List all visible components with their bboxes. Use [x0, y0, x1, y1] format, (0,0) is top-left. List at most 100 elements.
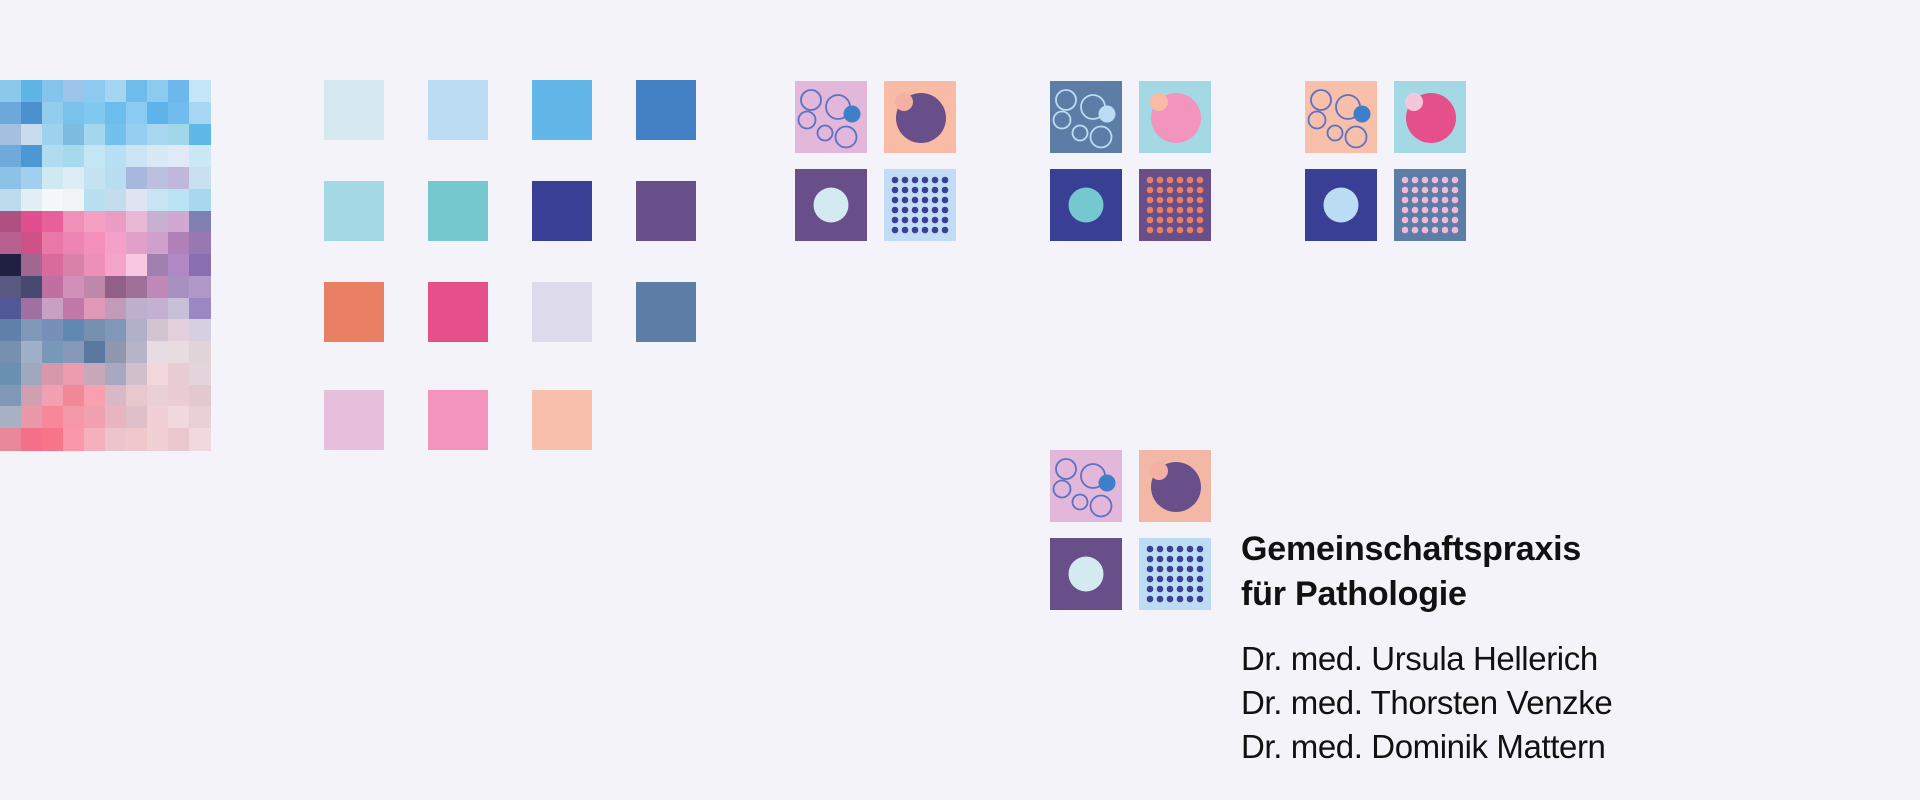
cell-orb-icon — [1394, 81, 1466, 153]
color-swatch — [324, 80, 384, 140]
mosaic-cell — [105, 275, 127, 299]
mosaic-cell — [168, 362, 190, 386]
mosaic-cell — [105, 362, 127, 386]
mosaic-cell — [147, 123, 169, 147]
practice-name-line1: Gemeinschaftspraxis — [1241, 530, 1582, 568]
mosaic-cell — [84, 210, 106, 234]
mosaic-image — [0, 80, 211, 452]
mosaic-cell — [147, 232, 169, 256]
mosaic-cell — [84, 254, 106, 278]
mosaic-cell — [168, 254, 190, 278]
cell-nucleus-icon — [1050, 169, 1122, 241]
mosaic-cell — [21, 428, 43, 452]
color-swatch — [428, 390, 488, 450]
color-swatch — [324, 181, 384, 241]
mosaic-cell — [0, 145, 22, 169]
mosaic-cell — [168, 80, 190, 103]
mosaic-cell — [84, 232, 106, 256]
mosaic-cell — [63, 362, 85, 386]
mosaic-cell — [189, 428, 211, 452]
mosaic-cell — [126, 362, 148, 386]
mosaic-cell — [21, 101, 43, 125]
cell-nucleus-icon — [1050, 538, 1122, 610]
mosaic-cell — [84, 101, 106, 125]
mosaic-cell — [126, 123, 148, 147]
mosaic-cell — [147, 362, 169, 386]
mosaic-cell — [63, 145, 85, 169]
mosaic-cell — [42, 384, 64, 408]
mosaic-cell — [189, 406, 211, 430]
mosaic-cell — [105, 384, 127, 408]
mosaic-cell — [126, 428, 148, 452]
mosaic-cell — [21, 275, 43, 299]
cell-rings-icon — [1050, 450, 1122, 522]
mosaic-cell — [84, 123, 106, 147]
mosaic-cell — [189, 254, 211, 278]
mosaic-cell — [63, 101, 85, 125]
mosaic-cell — [84, 80, 106, 103]
mosaic-cell — [42, 101, 64, 125]
mosaic-cell — [21, 210, 43, 234]
mosaic-cell — [126, 145, 148, 169]
mosaic-cell — [42, 297, 64, 321]
mosaic-cell — [21, 297, 43, 321]
color-swatch — [532, 390, 592, 450]
mosaic-cell — [147, 428, 169, 452]
mosaic-cell — [126, 384, 148, 408]
mosaic-cell — [0, 341, 22, 365]
mosaic-cell — [105, 406, 127, 430]
mosaic-cell — [42, 319, 64, 343]
mosaic-cell — [0, 319, 22, 343]
dot-grid-icon — [1394, 169, 1466, 241]
mosaic-cell — [21, 188, 43, 212]
mosaic-cell — [147, 167, 169, 191]
mosaic-cell — [168, 406, 190, 430]
mosaic-cell — [63, 188, 85, 212]
cell-orb-icon — [1139, 450, 1211, 522]
mosaic-cell — [0, 167, 22, 191]
mosaic-cell — [189, 123, 211, 147]
mosaic-cell — [147, 210, 169, 234]
mosaic-cell — [42, 145, 64, 169]
mosaic-cell — [21, 232, 43, 256]
mosaic-cell — [147, 101, 169, 125]
mosaic-cell — [21, 254, 43, 278]
mosaic-cell — [21, 384, 43, 408]
practice-name-line2: für Pathologie — [1241, 575, 1467, 613]
mosaic-cell — [0, 210, 22, 234]
mosaic-cell — [0, 275, 22, 299]
cell-orb-icon — [1139, 81, 1211, 153]
mosaic-cell — [189, 297, 211, 321]
mosaic-cell — [21, 145, 43, 169]
color-swatch — [636, 181, 696, 241]
mosaic-cell — [147, 275, 169, 299]
mosaic-cell — [126, 297, 148, 321]
mosaic-cell — [168, 188, 190, 212]
mosaic-cell — [63, 297, 85, 321]
mosaic-cell — [42, 362, 64, 386]
mosaic-cell — [63, 406, 85, 430]
cell-nucleus-icon — [1305, 169, 1377, 241]
mosaic-cell — [126, 210, 148, 234]
dot-grid-icon — [1139, 169, 1211, 241]
mosaic-cell — [21, 341, 43, 365]
mosaic-cell — [105, 341, 127, 365]
mosaic-cell — [126, 188, 148, 212]
mosaic-cell — [0, 297, 22, 321]
mosaic-cell — [168, 123, 190, 147]
color-swatch — [636, 80, 696, 140]
mosaic-cell — [84, 362, 106, 386]
mosaic-cell — [63, 80, 85, 103]
mosaic-cell — [147, 406, 169, 430]
color-swatch — [428, 181, 488, 241]
mosaic-cell — [0, 232, 22, 256]
mosaic-cell — [168, 341, 190, 365]
mosaic-cell — [84, 188, 106, 212]
mosaic-cell — [42, 232, 64, 256]
color-swatch — [324, 282, 384, 342]
doctor-list: Dr. med. Ursula Hellerich Dr. med. Thors… — [1241, 637, 1613, 769]
mosaic-cell — [168, 210, 190, 234]
cell-rings-icon — [1305, 81, 1377, 153]
mosaic-cell — [105, 188, 127, 212]
mosaic-cell — [63, 232, 85, 256]
